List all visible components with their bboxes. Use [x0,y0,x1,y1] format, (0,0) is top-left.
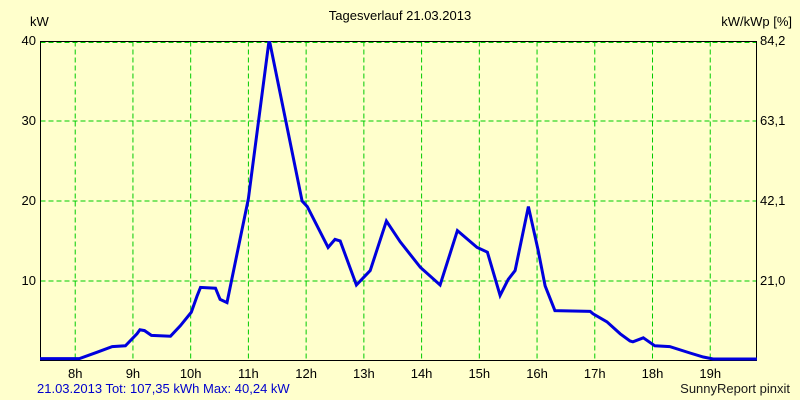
x-axis-tick: 10h [179,366,202,381]
right-axis-tick: 21,0 [760,273,786,288]
chart-title: Tagesverlauf 21.03.2013 [328,8,472,23]
right-axis-tick: 63,1 [760,113,786,128]
power-line-series [40,41,757,361]
x-axis-tick: 8h [67,366,83,381]
x-axis-tick: 12h [295,366,317,381]
branding-text: SunnyReport pinxit [680,381,790,396]
left-axis-tick: 30 [21,113,36,128]
right-axis-unit-label: kW/kWp [%] [721,14,792,29]
plot-area [40,41,757,361]
x-axis-tick: 9h [125,366,141,381]
left-axis-tick: 10 [21,273,36,288]
x-axis-tick: 13h [353,366,375,381]
left-axis-tick: 20 [21,193,36,208]
x-axis-tick: 14h [410,366,433,381]
left-axis-unit-label: kW [30,14,49,29]
x-axis-tick: 19h [699,366,722,381]
plot-frame [40,41,757,361]
x-axis-tick: 15h [468,366,491,381]
x-axis-tick: 11h [238,366,259,381]
x-axis-tick: 16h [526,366,548,381]
x-axis-tick: 18h [641,366,664,381]
left-axis-tick: 40 [21,33,36,48]
right-axis-tick: 42,1 [760,193,786,208]
x-axis-tick: 17h [583,366,606,381]
right-axis-tick: 84,2 [760,33,786,48]
summary-text: 21.03.2013 Tot: 107,35 kWh Max: 40,24 kW [37,381,290,396]
